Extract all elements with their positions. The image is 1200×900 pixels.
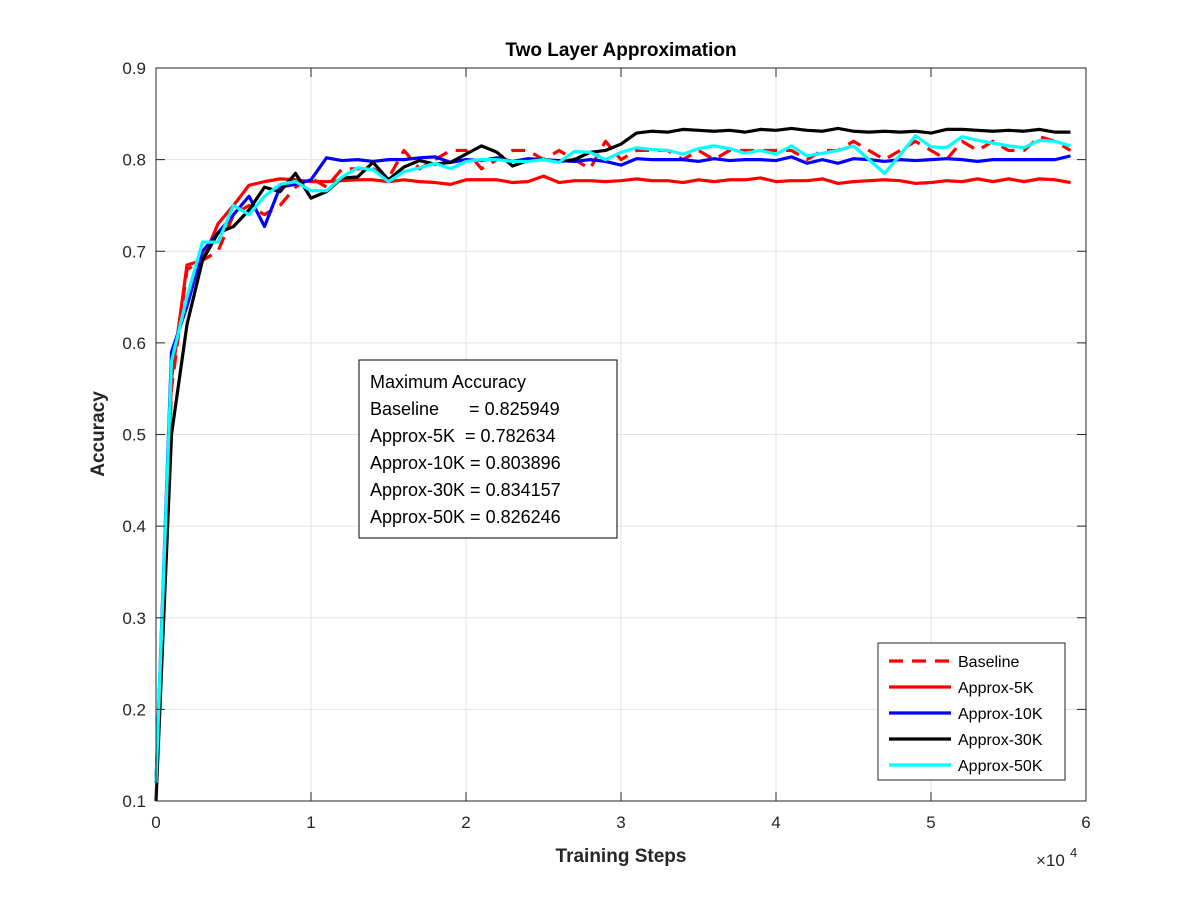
y-tick-label: 0.8 bbox=[122, 151, 146, 170]
x-multiplier-base: ×10 bbox=[1036, 851, 1065, 870]
legend-label: Baseline bbox=[958, 654, 1019, 671]
y-tick-label: 0.5 bbox=[122, 426, 146, 445]
series-line-approx-10k bbox=[154, 154, 1071, 783]
series-line-baseline bbox=[154, 135, 1072, 783]
y-tick-label: 0.2 bbox=[122, 700, 146, 719]
y-tick-label: 0.3 bbox=[122, 609, 146, 628]
x-axis-label: Training Steps bbox=[556, 846, 687, 867]
axis-ticks: 0 1 2 3 4 5 6 0.1 0.2 0.3 0.4 0.5 0.6 0.7 0.8 0.9 bbox=[122, 59, 1090, 832]
legend-label: Approx-30K bbox=[958, 732, 1043, 749]
y-tick-label: 0.4 bbox=[122, 517, 146, 536]
legend-label: Approx-10K bbox=[958, 706, 1043, 723]
annotation-line: Approx-5K = 0.782634 bbox=[370, 426, 556, 446]
max-accuracy-annotation: Maximum Accuracy Baseline = 0.825949 App… bbox=[358, 359, 618, 539]
series-line-approx-30k bbox=[154, 126, 1071, 802]
annotation-line: Approx-10K = 0.803896 bbox=[370, 453, 561, 473]
x-tick-label: 6 bbox=[1081, 813, 1090, 832]
y-tick-label: 0.1 bbox=[122, 792, 146, 811]
annotation-box bbox=[358, 359, 618, 539]
y-axis-label: Accuracy bbox=[88, 391, 109, 477]
legend: Baseline Approx-5K Approx-10K Approx-30K App… bbox=[877, 642, 1066, 781]
y-tick-label: 0.6 bbox=[122, 334, 146, 353]
annotation-line: Approx-30K = 0.834157 bbox=[370, 480, 561, 500]
legend-label: Approx-5K bbox=[958, 680, 1034, 697]
y-tick-label: 0.9 bbox=[122, 59, 146, 78]
x-multiplier-exponent: 4 bbox=[1070, 845, 1077, 860]
series-line-approx-50k bbox=[154, 134, 1071, 783]
x-tick-label: 2 bbox=[461, 813, 470, 832]
x-exponent-label: ×10 4 bbox=[1036, 845, 1077, 870]
annotation-line: Approx-50K = 0.826246 bbox=[370, 507, 561, 527]
series-layer bbox=[154, 126, 1072, 802]
chart-title: Two Layer Approximation bbox=[505, 40, 736, 61]
x-tick-label: 4 bbox=[771, 813, 780, 832]
y-tick-label: 0.7 bbox=[122, 242, 146, 261]
annotation-line: Baseline = 0.825949 bbox=[370, 399, 560, 419]
x-tick-label: 3 bbox=[616, 813, 625, 832]
x-tick-label: 0 bbox=[151, 813, 160, 832]
legend-label: Approx-50K bbox=[958, 758, 1043, 775]
x-tick-label: 5 bbox=[926, 813, 935, 832]
annotation-line: Maximum Accuracy bbox=[370, 372, 526, 392]
x-tick-label: 1 bbox=[306, 813, 315, 832]
